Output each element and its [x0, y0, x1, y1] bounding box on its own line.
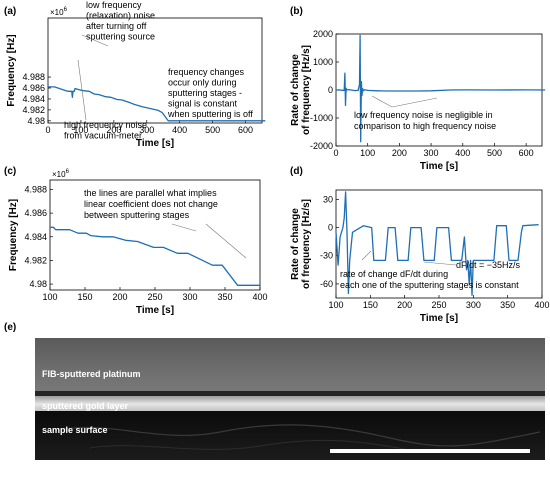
y-tick-label: 4.988: [22, 72, 45, 82]
chart-d-rate-zoom: 100 150 200 250 300 350 400 -60 -30 0 30 Time [s] Ra…: [290, 189, 550, 324]
x-tick-label: 100: [360, 148, 375, 158]
x-tick-label: 100: [73, 125, 88, 135]
y-tick-label: 4.986: [22, 83, 45, 93]
x-tick-label: 500: [205, 125, 220, 135]
micrograph-scale-bar: [330, 449, 530, 453]
panel-label-e: (e): [4, 322, 16, 333]
annotation-pointer-line: [391, 97, 438, 108]
x-tick-label: 200: [392, 148, 407, 158]
annotation-pointer-line: [361, 250, 372, 261]
x-tick-label: 500: [487, 148, 502, 158]
micrograph-substrate-texture-2: [89, 439, 421, 453]
series-line: [335, 191, 539, 296]
x-tick-label: 200: [397, 300, 412, 310]
annotation-constant-rate: rate of change dF/dt during each one of t…: [340, 269, 519, 290]
y-tick-label: 4.984: [24, 232, 47, 242]
micrograph-label-platinum: FIB-sputtered platinum: [42, 369, 141, 379]
x-tick-label: 0: [333, 148, 338, 158]
y-exponent: ×106: [50, 7, 68, 17]
x-tick-label: 600: [238, 125, 253, 135]
y-tick-label: 2000: [313, 29, 333, 39]
series-line: [335, 34, 546, 143]
micrograph-panel: FIB-sputtered platinum sputtered gold la…: [35, 338, 545, 460]
x-tick-label: 300: [424, 148, 439, 158]
y-tick-label: 4.982: [24, 255, 47, 265]
plot-frame: [47, 17, 263, 124]
y-tick-label: 30: [323, 194, 333, 204]
x-tick-label: 250: [431, 300, 446, 310]
y-axis-label: of frequency [Hz/s]: [301, 199, 312, 289]
x-tick-label: 350: [217, 292, 232, 302]
y-tick-label: 4.982: [22, 105, 45, 115]
chart-b-rate-vs-time: 0 100 200 300 400 500 600 -2000 -1000 0 1000 2000 Ti…: [290, 29, 546, 172]
annotation-pointer-line: [77, 59, 87, 121]
micrograph-dark-interface: [35, 391, 545, 397]
x-tick-label: 600: [519, 148, 534, 158]
y-tick-label: -30: [320, 251, 333, 261]
annotation-parallel-lines: the lines are parallel what implies linea…: [84, 188, 218, 220]
x-tick-label: 400: [455, 148, 470, 158]
x-tick-label: 250: [147, 292, 162, 302]
x-tick-label: 300: [139, 125, 154, 135]
x-axis-label: Time [s]: [136, 305, 174, 316]
y-tick-label: 4.98: [29, 279, 47, 289]
y-tick-label: -1000: [310, 113, 333, 123]
micrograph-label-surface: sample surface: [42, 425, 108, 435]
series-line: [50, 226, 260, 286]
y-axis-label: of frequency [Hz/s]: [301, 45, 312, 135]
y-tick-label: 4.986: [24, 208, 47, 218]
micrograph-gold-layer: [35, 396, 545, 412]
y-tick-label: -2000: [310, 141, 333, 151]
panel-label-a: (a): [4, 6, 16, 17]
y-tick-label: 4.988: [24, 184, 47, 194]
x-tick-label: 100: [328, 300, 343, 310]
micrograph-platinum-region: [35, 338, 545, 394]
x-tick-label: 300: [182, 292, 197, 302]
x-tick-label: 150: [77, 292, 92, 302]
x-axis-label: Time [s]: [420, 313, 458, 324]
annotation-noise-comparison: low frequency noise is negligible in comp…: [354, 110, 496, 131]
annotation-high-frequency-noise: high frequency noise from vacuum-meter: [64, 120, 147, 141]
y-axis-label: Rate of change: [290, 208, 301, 280]
x-tick-label: 100: [42, 292, 57, 302]
x-axis-label: Time [s]: [420, 161, 458, 172]
y-tick-label: 1000: [313, 57, 333, 67]
micrograph-substrate-texture: [59, 424, 541, 447]
y-exponent: ×106: [52, 169, 70, 179]
annotation-pointer-line: [371, 95, 393, 108]
annotation-pointer-line: [81, 34, 109, 47]
series-line: [48, 86, 266, 122]
x-tick-label: 200: [106, 125, 121, 135]
annotation-frequency-changes: frequency changes occur only during sputte…: [167, 67, 253, 119]
y-tick-label: 4.98: [27, 116, 45, 126]
x-tick-label: 400: [252, 292, 267, 302]
x-tick-label: 0: [45, 125, 50, 135]
y-axis-label: Rate of change: [290, 54, 301, 126]
micrograph-label-gold: sputtered gold layer: [42, 401, 129, 411]
x-tick-label: 350: [500, 300, 515, 310]
y-axis-label: Frequency [Hz]: [6, 34, 17, 106]
annotation-pointer-line: [171, 223, 197, 232]
x-axis-label: Time [s]: [136, 138, 174, 149]
x-tick-label: 150: [363, 300, 378, 310]
x-tick-label: 400: [172, 125, 187, 135]
panel-label-d: (d): [290, 166, 303, 177]
annotation-pointer-line: [423, 261, 457, 266]
annotation-low-frequency-noise: low frequency (relaxation) noise after tur…: [86, 0, 155, 42]
x-tick-label: 400: [534, 300, 549, 310]
x-tick-label: 200: [112, 292, 127, 302]
panel-label-c: (c): [4, 166, 16, 177]
chart-c-frequency-zoom: 100 150 200 250 300 350 400 4.98 4.982 4.984 4.986…: [8, 169, 268, 316]
y-tick-label: -60: [320, 279, 333, 289]
y-tick-label: 0: [328, 85, 333, 95]
chart-a-frequency-vs-time: 0 100 200 300 400 500 600 4.984.9824.9844.9864.…: [6, 0, 266, 149]
y-tick-label: 4.984: [22, 94, 45, 104]
y-axis-label: Frequency [Hz]: [8, 199, 19, 271]
x-tick-label: 300: [466, 300, 481, 310]
annotation-pointer-line: [205, 223, 247, 259]
panel-label-b: (b): [290, 6, 303, 17]
annotation-rate-value: dF/dt = −35Hz/s: [456, 260, 521, 270]
y-tick-label: 0: [328, 223, 333, 233]
